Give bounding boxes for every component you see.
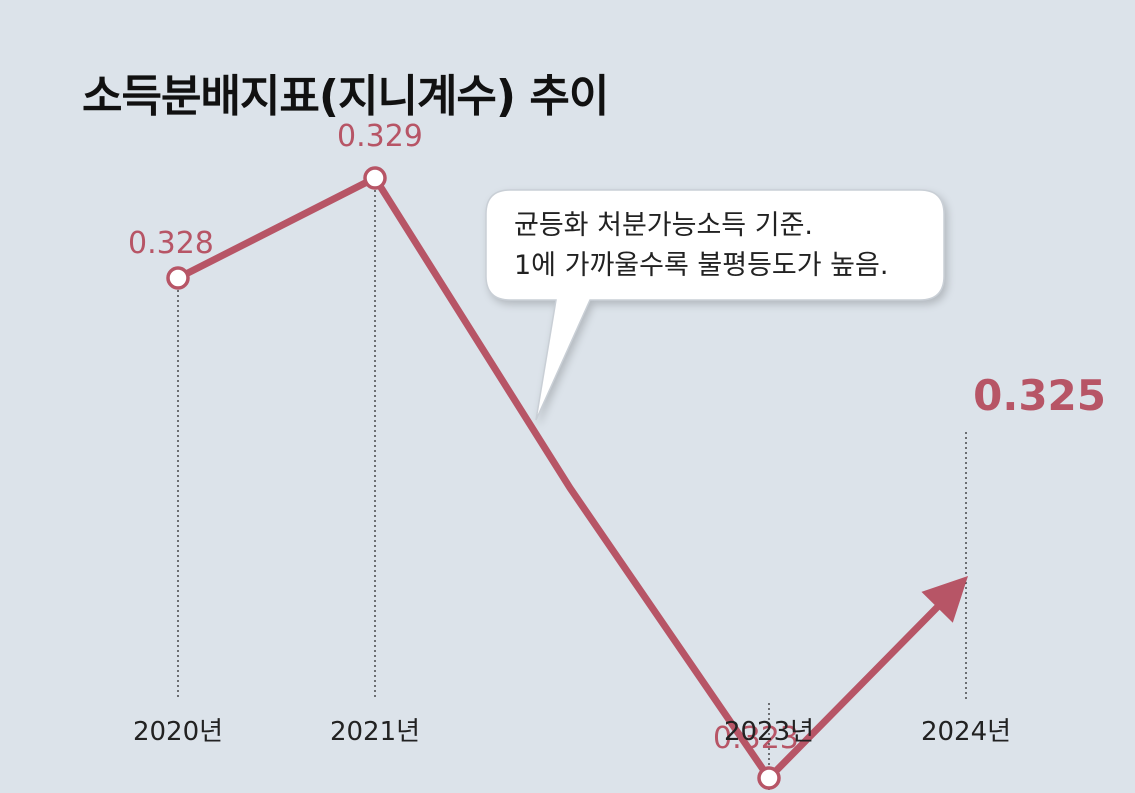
data-points <box>166 166 781 790</box>
callout-bubble <box>485 189 945 421</box>
callout-line-2: 1에 가까울수록 불평등도가 높음. <box>514 250 889 281</box>
series-arrow-head <box>921 576 968 623</box>
series-polyline <box>176 173 944 784</box>
x-tick-label: 2021년 <box>330 717 420 747</box>
chart-title: 소득분배지표(지니계수) 추이 <box>82 71 609 122</box>
data-label: 0.323 <box>713 721 799 756</box>
data-labels: 0.328 0.329 0.323 0.325 <box>128 119 1106 756</box>
callout-note: 균등화 처분가능소득 기준. 1에 가까울수록 불평등도가 높음. <box>484 188 944 300</box>
data-point <box>757 766 781 790</box>
data-label: 0.328 <box>128 226 214 261</box>
data-point <box>166 266 190 290</box>
series-line <box>176 173 968 784</box>
callout-line-1: 균등화 처분가능소득 기준. <box>514 210 813 241</box>
x-tick-labels: 2020년 2021년 2023년 2024년 <box>133 717 1011 747</box>
x-tick-label: 2024년 <box>921 717 1011 747</box>
x-tick-label: 2023년 <box>724 717 814 747</box>
data-label: 0.325 <box>973 371 1106 420</box>
x-tick-label: 2020년 <box>133 717 223 747</box>
callout-bubble-shape <box>485 189 945 421</box>
data-point <box>363 166 387 190</box>
data-label: 0.329 <box>337 119 423 154</box>
